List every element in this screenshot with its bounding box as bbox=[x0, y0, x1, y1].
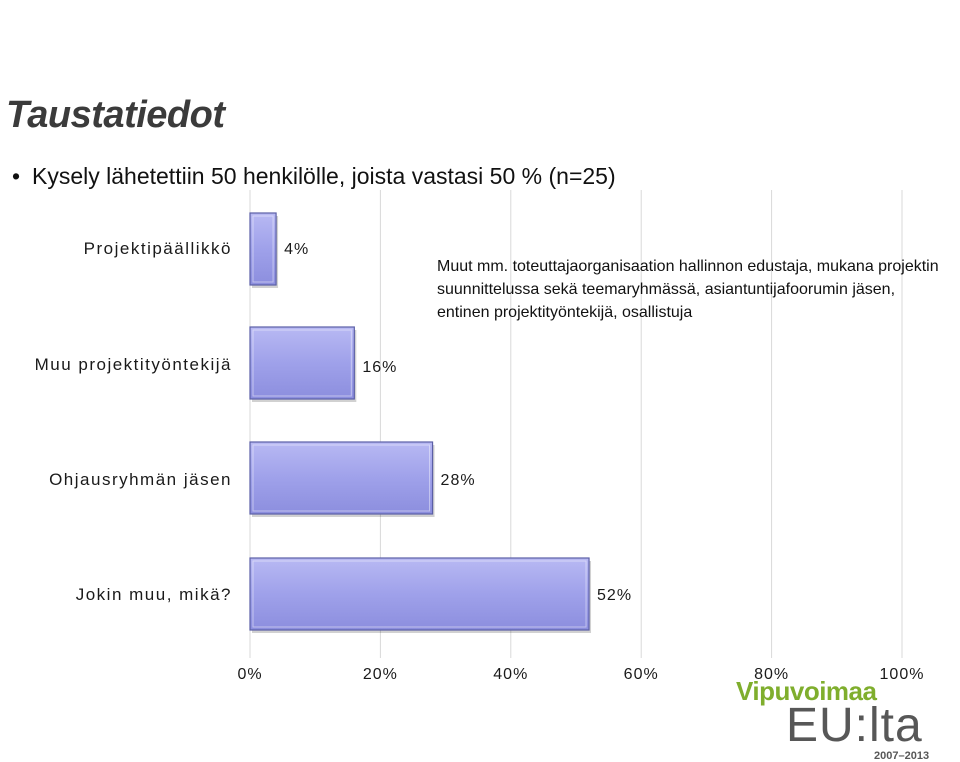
vipuvoimaa-eu-logo: Vipuvoimaa EU:lta 2007–2013 bbox=[736, 676, 946, 762]
bar-bevel bbox=[252, 329, 352, 397]
bar-value-label: 16% bbox=[362, 359, 397, 376]
logo-years-text: 2007–2013 bbox=[874, 750, 930, 762]
bar bbox=[249, 212, 277, 286]
bars bbox=[249, 212, 592, 633]
bar-bevel bbox=[252, 560, 587, 628]
bar bbox=[249, 441, 434, 515]
other-roles-note: Muut mm. toteuttajaorganisaation hallinn… bbox=[437, 258, 939, 321]
category-label: Muu projektityöntekijä bbox=[35, 355, 232, 374]
bar-value-label: 4% bbox=[284, 241, 309, 258]
bar-bevel bbox=[252, 444, 431, 512]
x-tick-label: 20% bbox=[363, 666, 398, 683]
bar-value-label: 28% bbox=[441, 472, 476, 489]
bullet-text: Kysely lähetettiin 50 henkilölle, joista… bbox=[32, 163, 616, 189]
category-label: Ohjausryhmän jäsen bbox=[49, 470, 232, 489]
logo-top-text: Vipuvoimaa bbox=[736, 676, 877, 706]
x-tick-label: 80% bbox=[754, 666, 789, 683]
x-tick-label: 0% bbox=[237, 666, 262, 683]
slide-title: Taustatiedot bbox=[6, 94, 225, 136]
bullet-item: • Kysely lähetettiin 50 henkilölle, joist… bbox=[12, 163, 616, 190]
x-tick-label: 60% bbox=[624, 666, 659, 683]
bar bbox=[249, 326, 355, 400]
x-tick-label: 40% bbox=[493, 666, 528, 683]
bullet-dot-icon: • bbox=[12, 163, 21, 189]
category-label: Jokin muu, mikä? bbox=[76, 585, 232, 604]
labels: 0% 20% 40% 60% 80% 100% 4% Projektipäällikkö 16%… bbox=[35, 239, 925, 683]
bar-value-label: 52% bbox=[597, 587, 632, 604]
x-tick-label: 100% bbox=[880, 666, 925, 683]
logo-main-text: EU:lta bbox=[786, 699, 923, 752]
bar-bevel bbox=[252, 215, 274, 283]
bar bbox=[249, 557, 590, 631]
category-label: Projektipäällikkö bbox=[84, 239, 232, 258]
